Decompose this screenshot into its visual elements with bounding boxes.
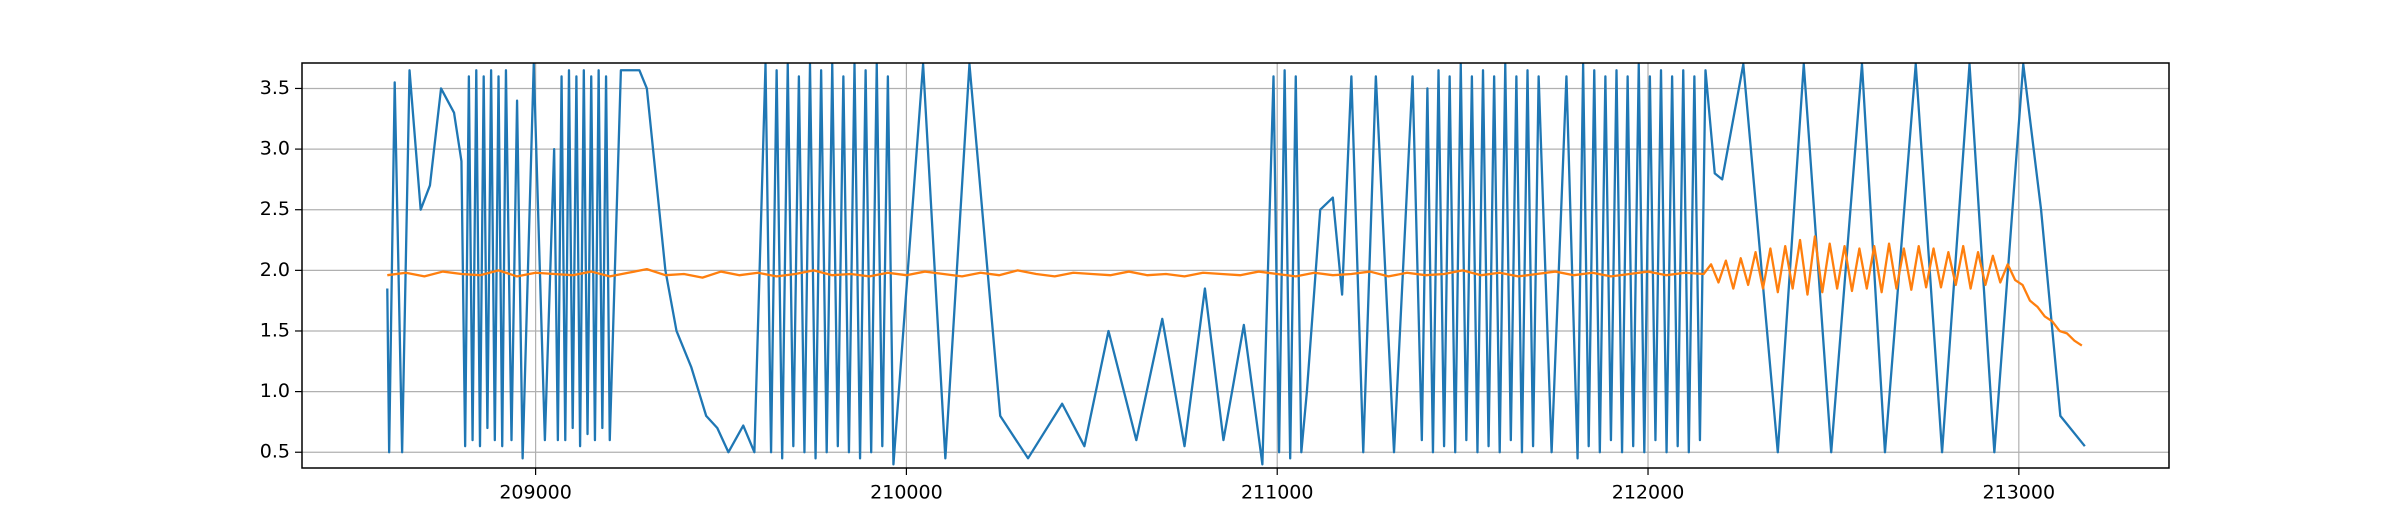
ticks: 209000 210000 211000 212000 213000 0.5 1.0 1.5 2…: [260, 77, 2055, 504]
y-tick-label: 2.0: [260, 259, 290, 281]
y-tick-label: 1.5: [260, 319, 290, 341]
y-tick-label: 3.5: [260, 77, 290, 99]
y-tick-label: 1.0: [260, 380, 290, 402]
grid: [302, 63, 2169, 468]
data-line: [387, 235, 2083, 347]
x-tick-label: 211000: [1241, 482, 1314, 504]
y-tick-label: 2.5: [260, 198, 290, 220]
data-line: [386, 63, 2086, 466]
x-tick-label: 209000: [499, 482, 572, 504]
y-tick-label: 3.0: [260, 138, 290, 160]
x-tick-label: 213000: [1983, 482, 2056, 504]
axes-frame: [301, 62, 2170, 469]
x-tick-label: 212000: [1612, 482, 1685, 504]
plot-area: [386, 63, 2086, 466]
x-tick-label: 210000: [870, 482, 943, 504]
y-tick-label: 0.5: [260, 441, 290, 463]
